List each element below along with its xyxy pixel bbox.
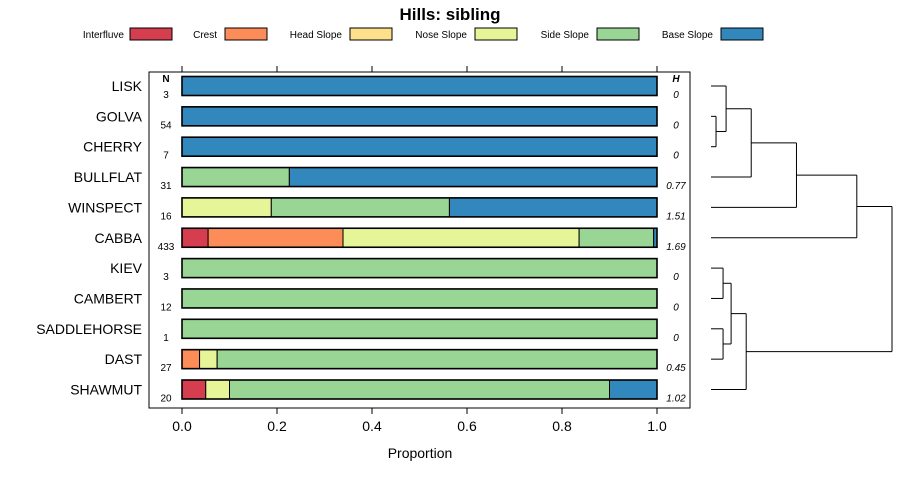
x-tick-label: 0.4 [362,418,382,434]
x-tick-label: 0.6 [457,418,477,434]
h-value: 0 [673,120,679,131]
legend-swatch [224,27,268,41]
dendrogram [711,85,893,390]
bar-segment [448,197,658,218]
n-value: 27 [160,363,172,374]
x-axis: 0.0 0.2 0.4 0.6 0.8 1.0 [172,66,667,434]
n-value: 433 [158,242,175,253]
h-column-header: H [672,74,680,85]
row-label: SADDLEHORSE [36,321,142,337]
n-value: 3 [163,90,169,101]
legend-swatch [129,27,173,41]
h-value: 1.69 [666,242,686,253]
h-value: 1.51 [666,211,685,222]
bar-outline [181,75,658,97]
bar-outline [181,227,658,249]
bar-segment [578,227,655,248]
bar-segment [181,106,658,127]
bar-segment [205,379,230,400]
n-value: 20 [160,394,172,405]
n-value: 7 [163,151,169,162]
h-value: 0.77 [666,181,686,192]
h-value: 0 [673,151,679,162]
row-label: CHERRY [83,139,143,155]
bar-segment [270,197,450,218]
bar-segment [181,76,658,96]
n-column-header: N [162,74,169,85]
bar-segment [181,288,658,309]
row-label: GOLVA [96,108,143,124]
legend-label: Crest [193,30,217,41]
x-tick-label: 0.0 [172,418,192,434]
bar-segment [216,349,658,370]
bar-segment [288,167,658,188]
h-value: 0 [673,90,679,101]
row-label: WINSPECT [68,199,142,215]
h-value: 0.45 [666,363,686,374]
x-tick-label: 1.0 [647,418,667,434]
n-value: 3 [163,272,169,283]
chart-title: Hills: sibling [399,5,500,24]
legend-label: Nose Slope [415,30,467,41]
bar-segment [609,379,658,400]
legend-label: Head Slope [290,30,343,41]
row-label: SHAWMUT [70,382,142,398]
row-label: LISK [112,78,143,94]
h-value: 0 [673,333,679,344]
legend-label: Base Slope [662,30,714,41]
bar-outline [181,318,658,340]
legend-swatch [596,27,640,41]
legend-swatch [720,27,764,41]
n-value: 12 [160,302,172,313]
bar-segment [342,227,580,248]
x-tick-label: 0.2 [267,418,287,434]
row-label: BULLFLAT [74,169,143,185]
bar-outline [181,136,658,157]
bar-segment [181,349,201,370]
bar-segment [181,227,209,248]
legend-label: Side Slope [541,30,590,41]
h-value: 0 [673,302,679,313]
n-value: 16 [160,211,172,222]
bar-segment [181,258,658,279]
bar-segment [207,227,344,248]
n-value: 1 [163,333,169,344]
bar-segment [229,379,610,400]
bar-segment [181,136,658,157]
plot-frame [148,71,691,409]
bar-outline [181,197,658,218]
bar-outline [181,257,658,279]
legend-swatch [474,27,518,41]
legend-swatch [349,27,393,41]
bar-segment [181,318,658,339]
h-value: 0 [673,272,679,283]
bar-segment [181,197,272,218]
row-label: DAST [105,351,143,367]
bar-segment [181,167,290,188]
x-tick-label: 0.8 [552,418,572,434]
n-value: 54 [160,120,172,131]
bar-outline [181,379,658,400]
bar-segment [199,349,218,370]
bar-segment [181,379,207,400]
row-label: KIEV [110,260,143,276]
legend: Interfluve Crest Head Slope Nose Slope Side … [83,27,764,41]
h-value: 1.02 [666,394,686,405]
bar-outline [181,166,658,188]
bar-outline [181,288,658,309]
row-label: CAMBERT [74,290,143,306]
bar-outline [181,348,658,370]
row-label: CABBA [95,230,143,246]
legend-label: Interfluve [83,30,125,41]
n-value: 31 [160,181,172,192]
bar-outline [181,106,658,127]
x-axis-label: Proportion [388,445,453,461]
